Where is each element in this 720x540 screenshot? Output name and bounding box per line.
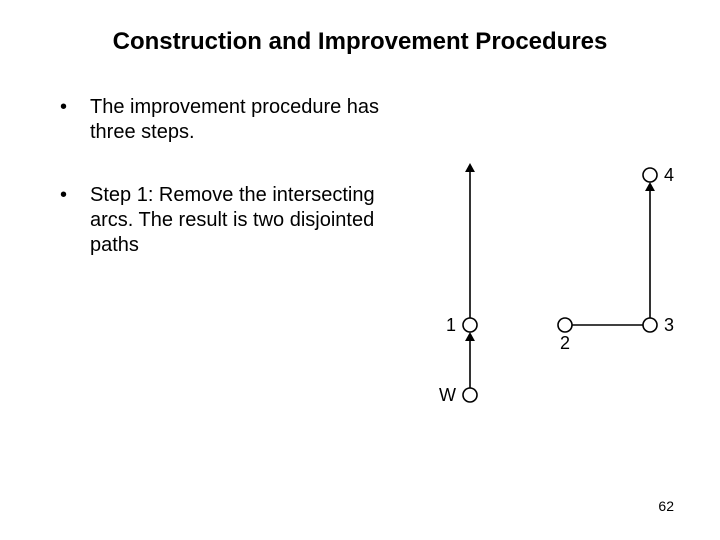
diagram-node bbox=[643, 168, 657, 182]
slide-title: Construction and Improvement Procedures bbox=[0, 28, 720, 56]
paths-diagram: 4 3 2 1 W bbox=[400, 155, 700, 435]
page-number: 62 bbox=[658, 498, 674, 514]
diagram-node-label: 2 bbox=[560, 333, 570, 353]
diagram-node bbox=[463, 388, 477, 402]
diagram-node-label: 3 bbox=[664, 315, 674, 335]
arrowhead-icon bbox=[465, 163, 475, 172]
arrowhead-icon bbox=[645, 182, 655, 191]
diagram-node bbox=[643, 318, 657, 332]
bullet-item: •Step 1: Remove the intersecting arcs. T… bbox=[60, 183, 390, 258]
bullet-list: •The improvement procedure has three ste… bbox=[60, 95, 390, 296]
arrowhead-icon bbox=[465, 332, 475, 341]
diagram-node-label: W bbox=[439, 385, 456, 405]
bullet-dot: • bbox=[60, 183, 90, 208]
diagram-node-label: 1 bbox=[446, 315, 456, 335]
bullet-item: •The improvement procedure has three ste… bbox=[60, 95, 390, 145]
bullet-text: Step 1: Remove the intersecting arcs. Th… bbox=[90, 183, 390, 258]
diagram-node-label: 4 bbox=[664, 165, 674, 185]
diagram-node bbox=[463, 318, 477, 332]
bullet-text: The improvement procedure has three step… bbox=[90, 95, 390, 145]
diagram-node bbox=[558, 318, 572, 332]
bullet-dot: • bbox=[60, 95, 90, 120]
